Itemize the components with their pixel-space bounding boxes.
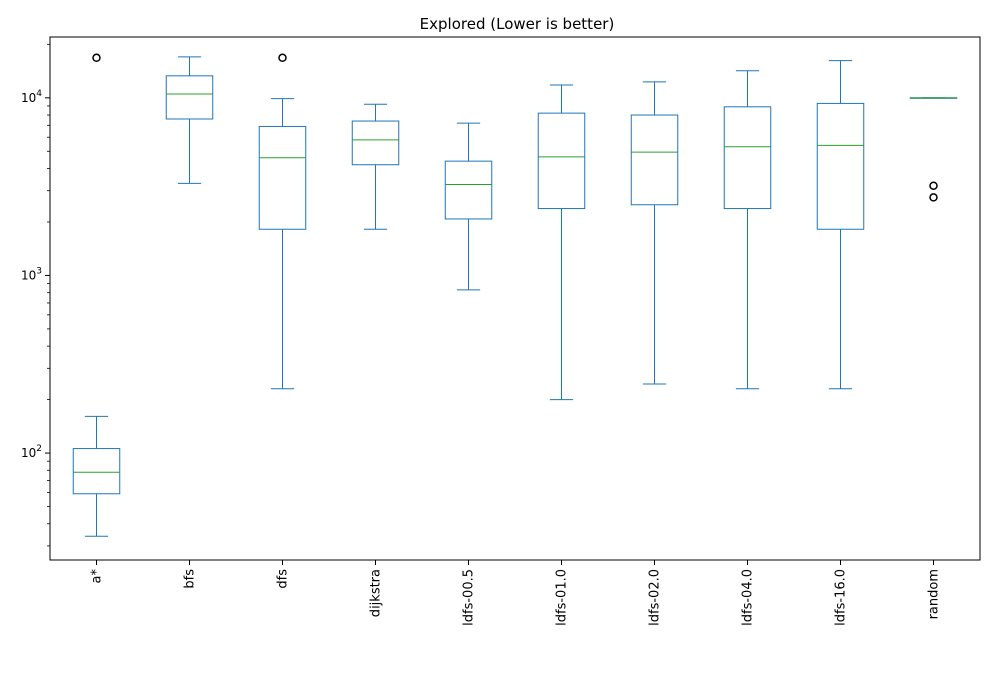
y-tick-base: 10 <box>21 268 36 282</box>
x-axis: a* bfs dfs dijkstra ldfs-00.5 ldfs-01.0 ldfs-0… <box>90 560 942 626</box>
box-dijkstra <box>351 103 400 230</box>
x-tick-label: ldfs-02.0 <box>648 569 663 626</box>
box-ldfs-00.5 <box>444 122 493 291</box>
y-tick-base: 10 <box>21 446 36 460</box>
plot-area <box>49 36 981 561</box>
x-tick-label: random <box>927 569 942 619</box>
boxes-layer <box>72 53 958 537</box>
box-ldfs-02.0 <box>630 81 679 385</box>
y-tick-exponent: 2 <box>36 444 42 454</box>
y-tick-base: 10 <box>21 91 36 105</box>
box-ldfs-16.0 <box>816 60 865 390</box>
y-tick-exponent: 4 <box>36 89 42 99</box>
iqr-box <box>351 120 400 166</box>
y-tick-label: 104 <box>21 89 42 105</box>
iqr-box <box>258 125 307 230</box>
box-bfs <box>165 56 214 184</box>
x-tick-label: ldfs-01.0 <box>555 569 570 626</box>
iqr-box <box>630 114 679 206</box>
box-ldfs-04.0 <box>723 70 772 390</box>
iqr-box <box>72 448 121 495</box>
box-ldfs-01.0 <box>537 84 586 401</box>
box-a* <box>72 53 121 537</box>
x-tick-label: dfs <box>276 569 291 589</box>
box-dfs <box>258 53 307 390</box>
iqr-box <box>537 112 586 210</box>
x-tick-label: a* <box>90 569 105 584</box>
chart-title: Explored (Lower is better) <box>420 15 615 33</box>
iqr-box <box>165 75 214 120</box>
box-random <box>909 97 958 202</box>
outlier-point <box>278 53 287 63</box>
x-tick-label: bfs <box>183 569 198 589</box>
y-tick-label: 103 <box>21 266 42 282</box>
x-tick-label: ldfs-16.0 <box>834 569 849 626</box>
outlier-point <box>929 181 938 190</box>
outlier-point <box>92 53 101 63</box>
x-tick-label: ldfs-04.0 <box>741 569 756 626</box>
iqr-box <box>444 160 493 220</box>
iqr-box <box>816 102 865 230</box>
y-tick-exponent: 3 <box>36 266 42 276</box>
x-tick-label: ldfs-00.5 <box>462 569 477 626</box>
y-tick-label: 102 <box>21 444 42 460</box>
outlier-point <box>929 193 938 202</box>
iqr-box <box>723 106 772 210</box>
x-tick-label: dijkstra <box>369 569 384 617</box>
